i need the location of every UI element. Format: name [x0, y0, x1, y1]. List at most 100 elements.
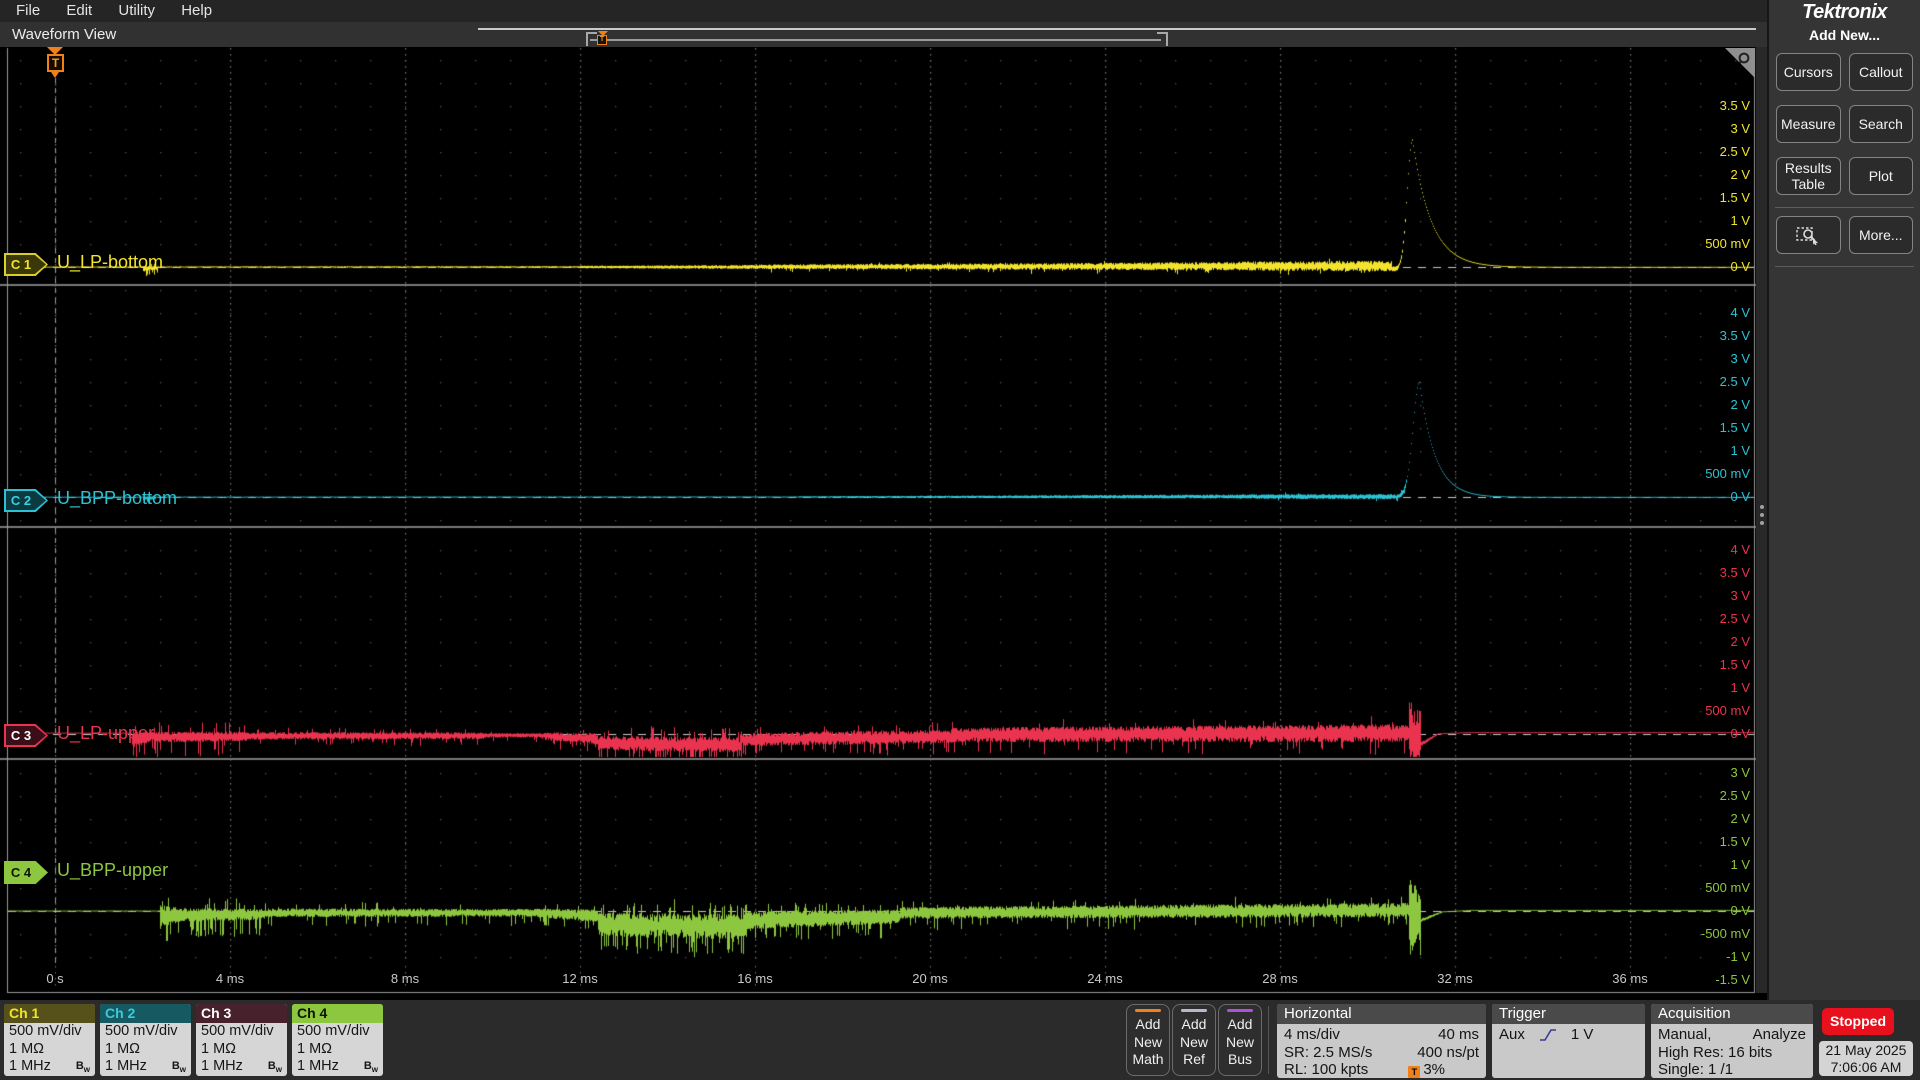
- callout-button[interactable]: Callout: [1848, 53, 1913, 91]
- channel-2-footer-badge[interactable]: Ch 2 500 mV/div 1 MΩ 1 MHz Bw: [100, 1004, 191, 1076]
- zoom-select-button[interactable]: [1776, 216, 1841, 255]
- channel-1-scale-label: 2 V: [1730, 167, 1750, 182]
- trigger-position-value: T 3%: [1408, 1061, 1445, 1078]
- sample-interval: 400 ns/pt: [1417, 1043, 1479, 1061]
- trigger-panel[interactable]: Trigger Aux 1 V: [1492, 1004, 1645, 1078]
- splitter-handle-dot[interactable]: [1760, 505, 1764, 509]
- add-new-title: Add New...: [1808, 27, 1881, 43]
- channel-settings: 500 mV/div 1 MΩ 1 MHz Bw: [100, 1023, 191, 1076]
- waveform-canvas[interactable]: [0, 47, 1767, 995]
- horizontal-overview-bar[interactable]: [590, 39, 1161, 41]
- channel-1-scale-label: 500 mV: [1705, 236, 1750, 251]
- waveform-plot-area: T C 1 U_LP-bottom 3.5 V 3 V 2.5 V 2 V 1.5 V 1 V…: [0, 47, 1767, 1000]
- trigger-tail-icon: [51, 72, 59, 78]
- channel-4-scale-label: 1.5 V: [1719, 834, 1750, 849]
- channel-1-footer-badge[interactable]: Ch 1 500 mV/div 1 MΩ 1 MHz Bw: [4, 1004, 95, 1076]
- channel-3-scale-label: 2 V: [1730, 634, 1750, 649]
- overview-trigger-icon[interactable]: T: [597, 31, 609, 46]
- time-axis-label: 20 ms: [912, 971, 948, 986]
- acquisition-panel[interactable]: Acquisition Manual, Analyze High Res: 16 …: [1651, 1004, 1813, 1078]
- channel-4-badge[interactable]: C 4: [4, 861, 48, 884]
- channel-2-scale-label: 4 V: [1730, 305, 1750, 320]
- channel-3-footer-badge[interactable]: Ch 3 500 mV/div 1 MΩ 1 MHz Bw: [196, 1004, 287, 1076]
- channel-settings: 500 mV/div 1 MΩ 1 MHz Bw: [4, 1023, 95, 1076]
- add-new-ref-button[interactable]: Add New Ref: [1172, 1004, 1216, 1076]
- splitter-handle-dot[interactable]: [1760, 521, 1764, 525]
- footer-divider: [1268, 1006, 1269, 1074]
- cursors-button[interactable]: Cursors: [1776, 53, 1841, 91]
- channel-1-badge[interactable]: C 1: [4, 253, 48, 276]
- record-length: RL: 100 kpts: [1284, 1061, 1369, 1078]
- search-button[interactable]: Search: [1848, 105, 1913, 143]
- time-axis-label: 28 ms: [1262, 971, 1298, 986]
- plot-right-gutter: [1756, 47, 1767, 993]
- time-value: 7:06:06 AM: [1830, 1059, 1902, 1075]
- overview-left-bracket[interactable]: [586, 32, 597, 46]
- channel-4-name-label[interactable]: U_BPP-upper: [57, 860, 169, 880]
- time-axis-label: 8 ms: [390, 971, 420, 986]
- menu-utility[interactable]: Utility: [118, 2, 156, 19]
- results-table-button[interactable]: Results Table: [1776, 157, 1841, 196]
- plot-button[interactable]: Plot: [1848, 157, 1913, 196]
- trigger-t-icon: T: [47, 54, 64, 72]
- channel-3-scale-label: 500 mV: [1705, 703, 1750, 718]
- menu-bar: File Edit Utility Help: [0, 0, 1767, 22]
- sidebar-divider: [1775, 266, 1914, 268]
- channel-3-scale-label: 1 V: [1730, 680, 1750, 695]
- time-axis-label: 4 ms: [215, 971, 245, 986]
- menu-file[interactable]: File: [16, 2, 41, 19]
- add-new-bus-button[interactable]: Add New Bus: [1218, 1004, 1262, 1076]
- channel-1-scale-label: 0 V: [1730, 259, 1750, 274]
- channel-1-scale-label: 1.5 V: [1719, 190, 1750, 205]
- trigger-t-mini-icon: T: [1408, 1066, 1421, 1078]
- channel-2-scale-label: 2 V: [1730, 397, 1750, 412]
- time-axis-label: 12 ms: [562, 971, 598, 986]
- math-accent: [1135, 1009, 1161, 1012]
- trigger-position-marker[interactable]: T: [46, 47, 65, 83]
- channel-2-scale-label: 0 V: [1730, 489, 1750, 504]
- menu-help[interactable]: Help: [181, 2, 213, 19]
- channel-label: Ch 4: [292, 1004, 383, 1023]
- channel-3-badge[interactable]: C 3: [4, 724, 48, 747]
- run-stop-button[interactable]: Stopped: [1822, 1008, 1894, 1035]
- channel-2-name-label[interactable]: U_BPP-bottom: [57, 488, 178, 508]
- channel-3-scale-label: 3 V: [1730, 588, 1750, 603]
- channel-settings: 500 mV/div 1 MΩ 1 MHz Bw: [196, 1023, 287, 1076]
- right-control-panel: Tektronix Add New... Cursors Callout Mea…: [1767, 0, 1920, 1000]
- channel-1-scale-label: 3.5 V: [1719, 98, 1750, 113]
- channel-label: Ch 3: [196, 1004, 287, 1023]
- splitter-handle-dot[interactable]: [1760, 513, 1764, 517]
- channel-3-name-label[interactable]: U_LP-upper: [57, 723, 155, 743]
- time-axis-label: 0 s: [46, 971, 64, 986]
- horizontal-panel[interactable]: Horizontal 4 ms/div 40 ms SR: 2.5 MS/s 400…: [1277, 1004, 1486, 1078]
- bandwidth-limit-icon: Bw: [171, 1060, 186, 1075]
- acquisition-single: Single: 1 /1: [1658, 1061, 1734, 1078]
- channel-1-name-label[interactable]: U_LP-bottom: [57, 252, 164, 272]
- overview-right-bracket[interactable]: [1157, 32, 1168, 46]
- waveform-view-title: Waveform View: [12, 26, 117, 43]
- channel-2-badge[interactable]: C 2: [4, 489, 48, 512]
- sidebar-divider: [1775, 207, 1914, 209]
- channel-3-scale-label: 1.5 V: [1719, 657, 1750, 672]
- add-new-math-button[interactable]: Add New Math: [1126, 1004, 1170, 1076]
- channel-4-footer-badge[interactable]: Ch 4 500 mV/div 1 MΩ 1 MHz Bw: [292, 1004, 383, 1076]
- channel-2-scale-label: 1.5 V: [1719, 420, 1750, 435]
- date-value: 21 May 2025: [1825, 1042, 1907, 1058]
- channel-2-scale-label: 3 V: [1730, 351, 1750, 366]
- channel-3-scale-label: 0 V: [1730, 726, 1750, 741]
- measure-button[interactable]: Measure: [1776, 105, 1841, 143]
- sample-rate: SR: 2.5 MS/s: [1284, 1043, 1373, 1061]
- channel-4-scale-label: 1 V: [1730, 857, 1750, 872]
- menu-edit[interactable]: Edit: [66, 2, 93, 19]
- channel-4-scale-label: -500 mV: [1700, 926, 1750, 941]
- channel-4-scale-label: 3 V: [1730, 765, 1750, 780]
- channel-3-scale-label: 2.5 V: [1719, 611, 1750, 626]
- more-button[interactable]: More...: [1848, 216, 1913, 255]
- acquisition-analyze: Analyze: [1752, 1026, 1806, 1043]
- time-axis-label: 16 ms: [737, 971, 773, 986]
- badge-text: C 3: [10, 728, 32, 743]
- channel-1-scale-label: 1 V: [1730, 213, 1750, 228]
- horizontal-panel-title: Horizontal: [1277, 1004, 1486, 1024]
- channel-label: Ch 2: [100, 1004, 191, 1023]
